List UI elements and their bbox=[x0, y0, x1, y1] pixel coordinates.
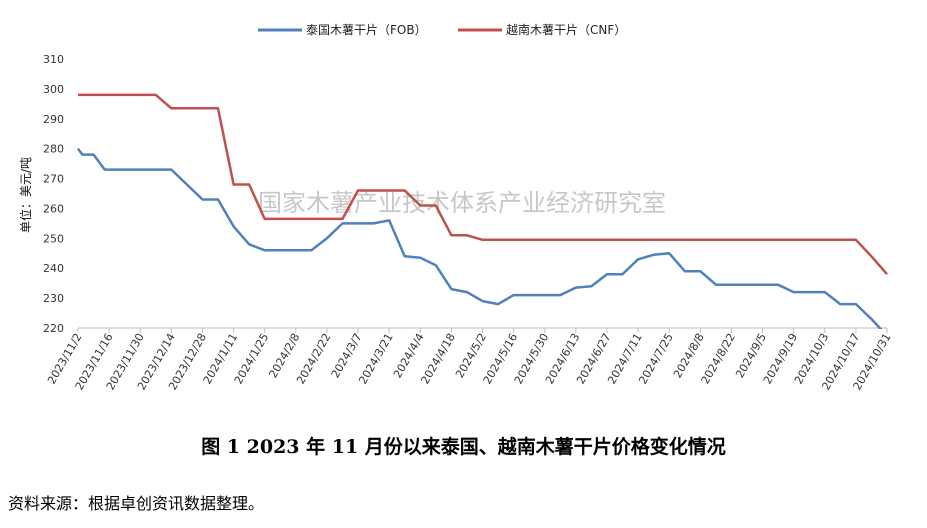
legend-label-thailand: 泰国木薯干片（FOB） bbox=[306, 23, 427, 37]
y-tick-label: 300 bbox=[43, 83, 64, 96]
watermark: 国家木薯产业技术体系产业经济研究室 bbox=[258, 189, 666, 217]
axes: 2202302402502602702802903003102023/11/22… bbox=[43, 53, 894, 392]
series-line-thailand bbox=[76, 147, 883, 329]
y-tick-label: 280 bbox=[43, 143, 64, 156]
source-note: 资料来源：根据卓创资讯数据整理。 bbox=[8, 494, 265, 513]
y-tick-label: 220 bbox=[43, 322, 64, 335]
y-tick-label: 270 bbox=[43, 173, 64, 186]
legend-label-vietnam: 越南木薯干片（CNF） bbox=[506, 22, 626, 37]
y-tick-label: 250 bbox=[43, 232, 64, 245]
figure-caption: 图 1 2023 年 11 月份以来泰国、越南木薯干片价格变化情况 bbox=[201, 436, 726, 458]
series-line-vietnam bbox=[78, 93, 888, 276]
y-tick-label: 290 bbox=[43, 113, 64, 126]
y-tick-label: 310 bbox=[43, 53, 64, 66]
price-line-chart: 泰国木薯干片（FOB） 越南木薯干片（CNF） 单位：美元/吨 国家木薯产业技术… bbox=[18, 22, 894, 392]
series-layer bbox=[76, 93, 888, 329]
y-axis-label: 单位：美元/吨 bbox=[18, 157, 33, 233]
legend: 泰国木薯干片（FOB） 越南木薯干片（CNF） bbox=[258, 22, 626, 37]
y-tick-label: 230 bbox=[43, 292, 64, 305]
y-tick-label: 240 bbox=[43, 262, 64, 275]
y-tick-label: 260 bbox=[43, 202, 64, 215]
